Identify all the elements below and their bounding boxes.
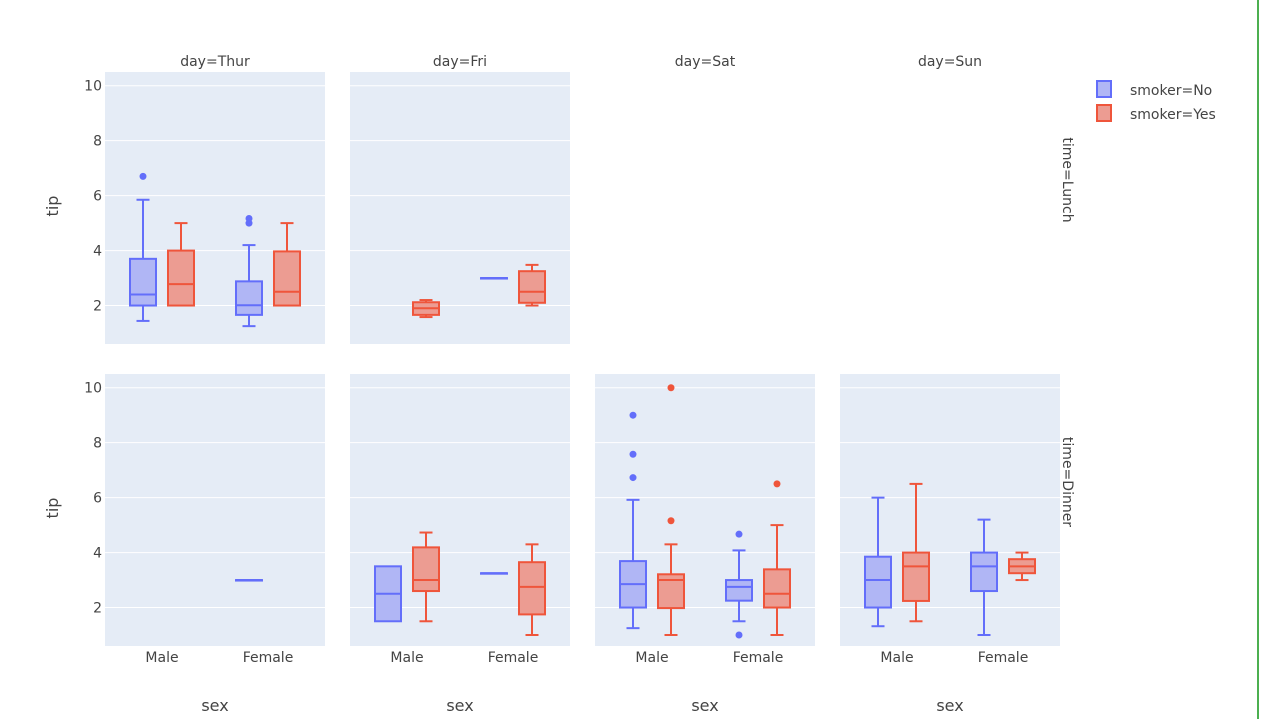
x-tick-label: Female [243, 650, 294, 666]
col-label-1: day=Fri [433, 54, 487, 70]
panel-boxes-1-1 [374, 531, 546, 637]
col-label-2: day=Sat [675, 54, 736, 70]
y-tick-label: 8 [93, 436, 102, 452]
x-tick-label: Male [880, 650, 913, 666]
legend-item-yes[interactable]: smoker=Yes [1096, 104, 1216, 123]
outlier-point [139, 172, 147, 180]
y-tick-label: 10 [84, 381, 102, 397]
outlier-point [629, 450, 637, 458]
legend-label: smoker=Yes [1130, 107, 1216, 123]
panel-boxes-0-1 [412, 263, 546, 319]
outlier-point [667, 517, 675, 525]
x-tick-label: Male [390, 650, 423, 666]
box-male-yes[interactable] [412, 531, 440, 623]
panel-1-0 [105, 374, 325, 646]
box-female-no[interactable] [235, 214, 263, 328]
box-female-no[interactable] [725, 530, 753, 639]
box-iqr [273, 250, 301, 307]
y-tick-label: 4 [93, 244, 102, 260]
box-female-yes[interactable] [273, 222, 301, 307]
box-iqr [518, 561, 546, 616]
y-tick-label: 6 [93, 491, 102, 507]
x-tick-label: Female [978, 650, 1029, 666]
panels-layer [105, 72, 1060, 646]
panel-boxes-1-0 [235, 579, 263, 582]
y-tick-label: 10 [84, 79, 102, 95]
panel-boxes-1-2 [619, 384, 791, 639]
box-male-no[interactable] [619, 411, 647, 630]
x-tick-label: Male [145, 650, 178, 666]
box-iqr [864, 555, 892, 609]
outlier-point [629, 474, 637, 482]
box-iqr [902, 551, 930, 602]
box-female-no[interactable] [480, 572, 508, 575]
y-axis-title: tip [43, 498, 62, 519]
y-tick-label: 4 [93, 546, 102, 562]
x-axis-title: sex [446, 696, 473, 715]
box-iqr [412, 546, 440, 593]
y-tick-label: 8 [93, 134, 102, 150]
col-label-0: day=Thur [180, 54, 250, 70]
panel-boxes-1-3 [864, 482, 1036, 637]
row-label-1: time=Dinner [1059, 437, 1075, 527]
box-iqr [129, 257, 157, 307]
col-label-3: day=Sun [918, 54, 982, 70]
legend-item-no[interactable]: smoker=No [1096, 80, 1212, 99]
box-male-yes[interactable] [657, 384, 685, 637]
box-male-no[interactable] [374, 565, 402, 623]
outlier-point [245, 214, 253, 222]
outlier-point [735, 631, 743, 639]
legend-swatch [1096, 104, 1112, 122]
legend-label: smoker=No [1130, 83, 1212, 99]
box-male-yes[interactable] [902, 482, 930, 623]
box-male-no[interactable] [864, 496, 892, 628]
x-tick-label: Female [733, 650, 784, 666]
y-tick-label: 6 [93, 189, 102, 205]
outlier-point [629, 411, 637, 419]
legend-swatch [1096, 80, 1112, 98]
box-female-yes[interactable] [518, 543, 546, 637]
box-male-yes[interactable] [412, 299, 440, 319]
box-iqr [518, 270, 546, 304]
panel-background [105, 374, 325, 646]
box-female-yes[interactable] [1008, 551, 1036, 582]
box-female-no[interactable] [235, 579, 263, 582]
outlier-point [735, 530, 743, 538]
x-tick-label: Female [488, 650, 539, 666]
window-edge-line [1257, 0, 1259, 719]
box-female-no[interactable] [480, 277, 508, 280]
box-male-yes[interactable] [167, 222, 195, 307]
box-female-yes[interactable] [518, 263, 546, 307]
box-iqr [725, 579, 753, 602]
panel-boxes-0-0 [129, 172, 301, 328]
box-iqr [167, 249, 195, 307]
x-axis-title: sex [936, 696, 963, 715]
box-female-no[interactable] [970, 518, 998, 637]
y-tick-label: 2 [93, 299, 102, 315]
outlier-point [773, 480, 781, 488]
box-male-no[interactable] [129, 172, 157, 322]
x-axis-title: sex [691, 696, 718, 715]
y-tick-label: 2 [93, 601, 102, 617]
box-iqr [970, 551, 998, 593]
box-iqr [235, 280, 263, 316]
x-tick-label: Male [635, 650, 668, 666]
outlier-point [667, 384, 675, 392]
row-label-0: time=Lunch [1059, 137, 1075, 222]
y-axis-title: tip [43, 196, 62, 217]
legend[interactable]: smoker=No smoker=Yes [1096, 80, 1216, 123]
labels-layer: day=Thur day=Fri day=Sat day=Sun time=Lunch t… [43, 54, 1075, 715]
box-female-yes[interactable] [763, 480, 791, 637]
x-axis-title: sex [201, 696, 228, 715]
box-iqr [763, 568, 791, 609]
